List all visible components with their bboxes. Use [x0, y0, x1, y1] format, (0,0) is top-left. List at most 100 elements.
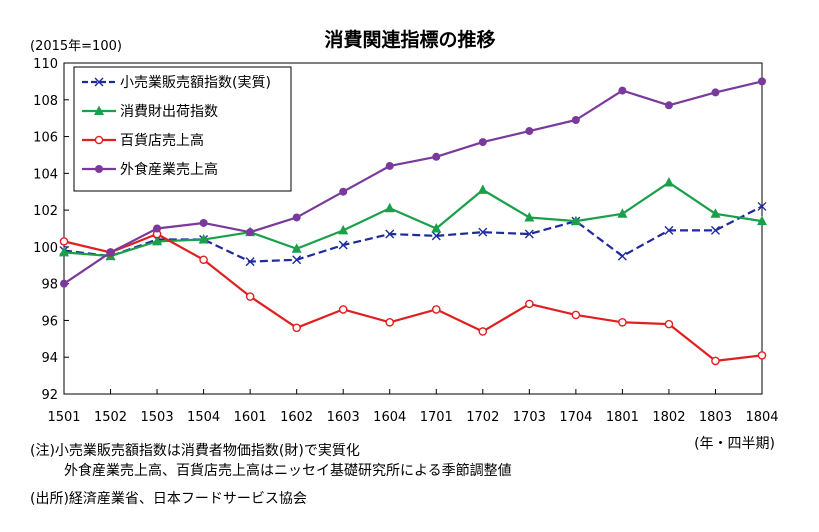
data-point [524, 211, 535, 222]
data-point [385, 229, 395, 239]
data-point [757, 201, 767, 211]
data-point [431, 223, 442, 233]
data-point [478, 138, 487, 147]
data-point [711, 88, 720, 97]
x-tick-label: 1703 [513, 410, 546, 425]
data-point [525, 127, 534, 136]
legend-box [73, 66, 292, 192]
data-point [339, 187, 348, 196]
legend-label: 外食産業売上高 [120, 161, 218, 178]
x-tick-label: 1804 [745, 410, 778, 425]
y-tick-label: 106 [33, 131, 58, 146]
data-point [757, 351, 767, 360]
data-point [664, 225, 674, 235]
series-line [63, 80, 763, 285]
data-point [199, 218, 208, 227]
series-line [63, 205, 763, 263]
y-tick-label: 110 [33, 57, 58, 72]
x-tick-label: 1704 [559, 410, 592, 425]
data-point [59, 237, 69, 246]
legend-item: 小売業販売額指数(実質) [82, 75, 271, 91]
axes: 92 94 96 98 100 102 104 106 108 110 1501 1502 1503 15… [33, 57, 778, 425]
data-point [618, 86, 627, 95]
data-point [338, 224, 349, 235]
legend-marker [94, 105, 104, 115]
series-line [63, 232, 763, 362]
data-point [338, 240, 348, 250]
data-point [664, 101, 673, 110]
data-point [292, 213, 301, 222]
data-point [431, 305, 441, 314]
data-point [663, 177, 674, 187]
data-point [477, 184, 488, 194]
x-tick-label: 1603 [327, 410, 360, 425]
data-point [292, 323, 301, 333]
x-tick-label: 1504 [187, 410, 220, 425]
y-tick-label: 102 [33, 204, 58, 219]
x-tick-label: 1604 [373, 410, 406, 425]
x-tick-label: 1503 [141, 410, 174, 425]
series-2 [59, 229, 767, 366]
data-point [478, 227, 488, 237]
y-tick-label: 96 [41, 314, 58, 329]
legend-marker [95, 165, 103, 173]
data-point [617, 251, 627, 261]
chart-title: 消費関連指標の推移 [324, 28, 495, 51]
x-tick-label: 1601 [234, 410, 267, 425]
data-point [152, 235, 163, 246]
x-tick-label: 1701 [420, 410, 453, 425]
x-tick-label: 1501 [47, 410, 80, 425]
series-line [63, 181, 763, 258]
data-point [153, 224, 162, 233]
plot-frame [63, 62, 763, 395]
series-3 [60, 77, 766, 288]
data-point [291, 243, 302, 253]
x-tick-label: 1801 [606, 410, 639, 425]
legend-item: 外食産業売上高 [82, 161, 218, 178]
data-point [710, 208, 721, 218]
y-tick-label: 94 [41, 351, 58, 366]
data-point [478, 327, 488, 336]
data-point [617, 208, 628, 218]
data-point [385, 317, 395, 327]
x-tick-label: 1803 [699, 410, 732, 425]
x-tick-label: 1702 [466, 410, 499, 425]
data-point [245, 257, 255, 267]
data-point [571, 310, 581, 320]
legend-marker [94, 135, 104, 145]
legend-item: 消費財出荷指数 [82, 104, 218, 120]
data-point [432, 152, 441, 161]
data-point [106, 248, 115, 257]
data-point [758, 77, 766, 86]
data-point [198, 234, 209, 244]
data-point [431, 231, 441, 241]
legend-item: 百貨店売上高 [82, 132, 204, 149]
note-source: (出所)経済産業省、日本フードサービス協会 [30, 491, 307, 507]
x-tick-label: 1602 [280, 410, 313, 425]
data-point [59, 246, 69, 257]
data-point [245, 292, 255, 301]
y-tick-label: 104 [33, 167, 58, 182]
x-tick-label: 1502 [94, 410, 127, 425]
data-point [571, 116, 580, 125]
data-point [757, 215, 767, 226]
note-line-2: 外食産業売上高、百貨店売上高はニッセイ基礎研究所による季節調整値 [64, 463, 512, 479]
y-tick-label: 100 [33, 241, 58, 256]
data-point [60, 279, 68, 288]
series-0 [59, 201, 767, 267]
data-point [570, 215, 581, 226]
data-point [710, 225, 720, 235]
legend-marker [94, 77, 104, 87]
y-tick-label: 108 [33, 94, 58, 109]
note-line-1: (注)小売業販売額指数は消費者物価指数(財)で実質化 [30, 443, 360, 459]
data-point [338, 305, 348, 314]
legend-label: 百貨店売上高 [120, 132, 204, 149]
unit-label: (2015年=100) [30, 39, 122, 54]
y-tick-label: 92 [41, 388, 58, 403]
legend-label: 小売業販売額指数(実質) [120, 75, 271, 91]
data-point [292, 255, 302, 265]
data-point [664, 319, 674, 329]
data-point [618, 317, 627, 327]
data-point [711, 356, 720, 366]
series-lines [59, 77, 767, 366]
